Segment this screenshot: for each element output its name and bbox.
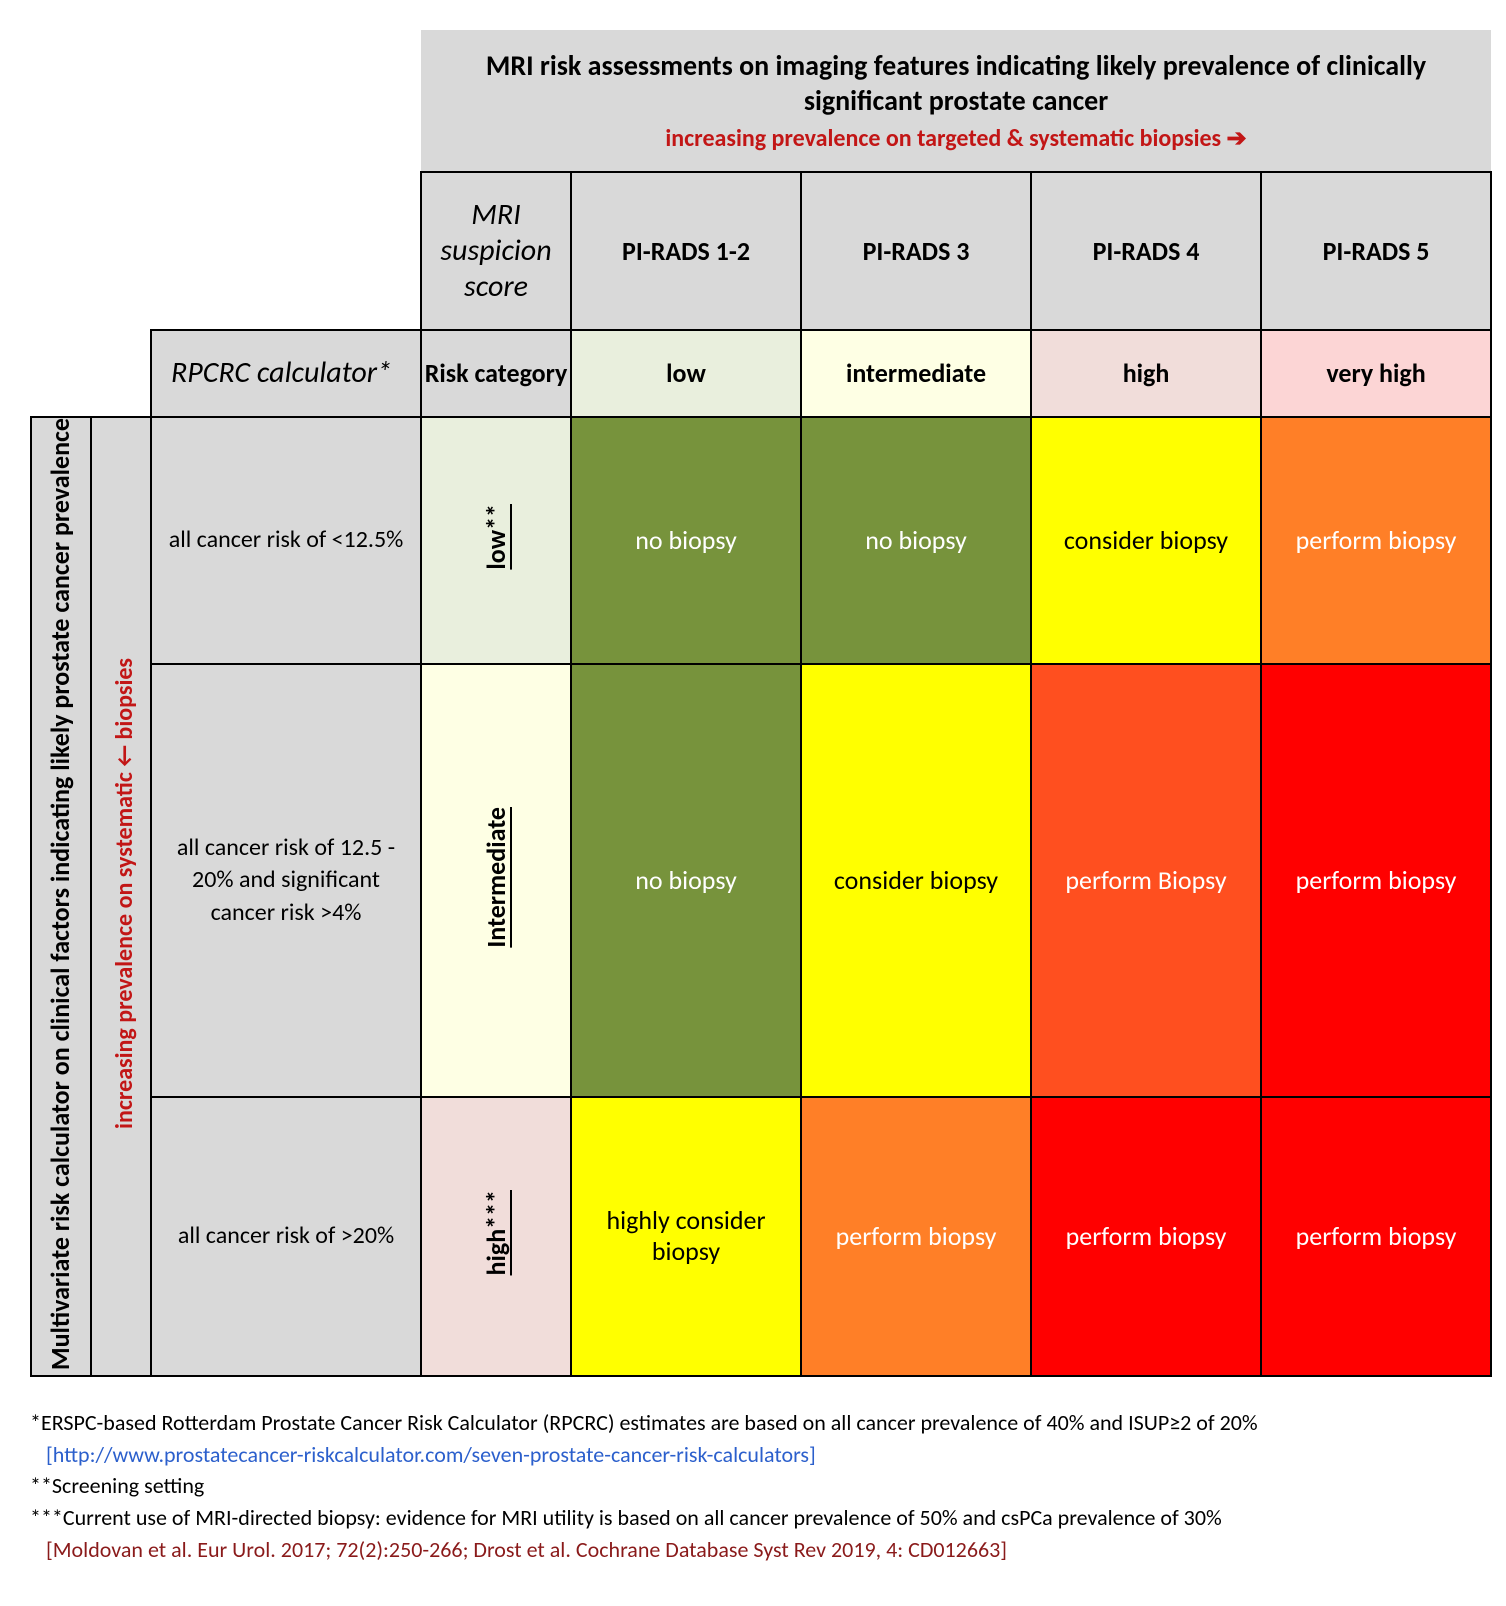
cell-1-3: perform biopsy bbox=[1261, 664, 1491, 1097]
col-pirads-2: PI-RADS 4 bbox=[1031, 172, 1261, 330]
footnote-1-link: [http://www.prostatecancer-riskcalculato… bbox=[30, 1439, 1476, 1471]
cell-2-0: highly consider biopsy bbox=[571, 1097, 801, 1375]
risk-matrix-table: MRI risk assessments on imaging features… bbox=[30, 30, 1492, 1377]
top-header-line2: increasing prevalence on targeted & syst… bbox=[445, 124, 1467, 153]
row-category-1: Intermediate bbox=[421, 664, 571, 1097]
row-category-0: low** bbox=[421, 417, 571, 665]
row-axis-label: RPCRC calculator* bbox=[151, 330, 421, 417]
risk-category-header: Risk category bbox=[421, 330, 571, 417]
blank-r2 bbox=[31, 172, 421, 330]
col-risk-1: intermediate bbox=[801, 330, 1031, 417]
blank-top-left bbox=[31, 30, 421, 172]
cell-1-1: consider biopsy bbox=[801, 664, 1031, 1097]
blank-r3 bbox=[31, 330, 151, 417]
col-pirads-0: PI-RADS 1-2 bbox=[571, 172, 801, 330]
cell-1-0: no biopsy bbox=[571, 664, 801, 1097]
cell-0-1: no biopsy bbox=[801, 417, 1031, 665]
footnote-3a: ***Current use of MRI-directed biopsy: e… bbox=[30, 1502, 1476, 1534]
row-criteria-1: all cancer risk of 12.5 - 20% and signif… bbox=[151, 664, 421, 1097]
cell-1-2: perform Biopsy bbox=[1031, 664, 1261, 1097]
cell-0-2: consider biopsy bbox=[1031, 417, 1261, 665]
footnote-1a: *ERSPC-based Rotterdam Prostate Cancer R… bbox=[30, 1407, 1476, 1439]
cell-2-2: perform biopsy bbox=[1031, 1097, 1261, 1375]
top-header-line1: MRI risk assessments on imaging features… bbox=[445, 48, 1467, 118]
row-category-2: high*** bbox=[421, 1097, 571, 1375]
col-risk-2: high bbox=[1031, 330, 1261, 417]
col-pirads-1: PI-RADS 3 bbox=[801, 172, 1031, 330]
footnote-2: **Screening setting bbox=[30, 1470, 1476, 1502]
row-criteria-0: all cancer risk of <12.5% bbox=[151, 417, 421, 665]
row-criteria-2: all cancer risk of >20% bbox=[151, 1097, 421, 1375]
col-risk-0: low bbox=[571, 330, 801, 417]
cell-0-0: no biopsy bbox=[571, 417, 801, 665]
top-header: MRI risk assessments on imaging features… bbox=[421, 30, 1491, 172]
footnote-3-ref: [Moldovan et al. Eur Urol. 2017; 72(2):2… bbox=[30, 1534, 1476, 1566]
cell-2-3: perform biopsy bbox=[1261, 1097, 1491, 1375]
cell-0-3: perform biopsy bbox=[1261, 417, 1491, 665]
col-risk-3: very high bbox=[1261, 330, 1491, 417]
cell-2-1: perform biopsy bbox=[801, 1097, 1031, 1375]
left-axis-main: Multivariate risk calculator on clinical… bbox=[31, 417, 91, 1376]
col-axis-label: MRI suspicion score bbox=[421, 172, 571, 330]
left-axis-sub: increasing prevalence on systematic ← bi… bbox=[91, 417, 151, 1376]
col-pirads-3: PI-RADS 5 bbox=[1261, 172, 1491, 330]
footnotes: *ERSPC-based Rotterdam Prostate Cancer R… bbox=[30, 1407, 1476, 1566]
